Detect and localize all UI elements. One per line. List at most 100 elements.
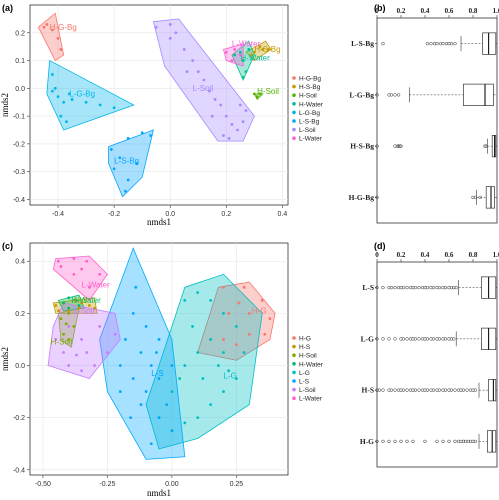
point-L-Soil [213,98,217,101]
outlier-L-G-Bg [396,93,401,97]
outlier-H-S [425,388,430,392]
point-L-Water [56,259,60,263]
point-H-Soil [64,322,68,326]
outlier-L-S [452,285,456,290]
outlier-L-G [417,337,421,341]
point-L-S [118,364,122,367]
group-label-L-S: L-S [151,369,163,378]
point-L-Soil [80,369,83,373]
outlier-L-S [389,285,394,290]
point-H-Water [62,301,65,305]
point-L-Soil [185,70,189,74]
point-L-Soil [174,31,178,35]
legend-label-L-S-Bg: L-S-Bg [299,119,320,126]
outlier-L-G [387,337,391,341]
point-H-G [263,332,267,336]
legend-label-L-Water: L-Water [299,396,323,403]
x-tick-label: 0.4 [278,211,288,218]
point-L-G-Bg [112,106,116,110]
point-L-G-Bg [62,100,66,104]
point-L-S [139,351,143,354]
point-H-G [222,338,225,341]
hull-L-S [99,247,186,460]
point-L-Soil [85,351,89,354]
outlier-L-S [441,285,445,290]
outlier-L-G [447,337,451,341]
outlier-L-S [423,285,427,290]
y-tick-label: 0.2 [15,30,25,37]
outlier-L-G [429,337,433,341]
point-L-G [222,390,225,393]
outlier-L-S [387,285,391,290]
point-H-G-Bg [42,25,46,29]
point-L-G [201,377,205,380]
point-L-Soil [230,123,234,126]
point-L-G [196,351,200,354]
outlier-H-S [461,388,466,392]
outlier-H-S [449,388,454,392]
outlier-H-G [399,439,403,444]
legend-marker-L-G [292,370,296,375]
legend-marker-H-G-Bg [292,76,296,80]
legend-label-L-S: L-S [299,379,310,386]
outlier-L-S [425,285,430,290]
outlier-H-S-Bg [395,144,400,148]
point-H-G [242,285,246,289]
group-label-L-G-Bg: L-G-Bg [69,90,95,99]
point-L-Soil [62,351,65,354]
point-L-Soil [241,120,245,124]
point-H-G-Bg [45,23,49,26]
outlier-L-G [393,337,397,341]
point-L-Soil [67,364,71,367]
category-label-L-G: L-G [361,334,375,343]
point-L-S [157,377,161,380]
legend-marker-L-S-Bg [292,119,296,123]
point-H-Soil [59,317,63,320]
outlier-H-S [413,388,418,392]
legend-label-H-G-Bg: H-G-Bg [299,76,321,83]
point-L-Soil [202,78,206,82]
legend-label-L-Water: L-Water [299,136,323,143]
outlier-H-S [411,388,415,392]
point-L-Soil [236,128,239,132]
y-tick-label: 0.1 [15,58,25,65]
point-L-Soil [54,338,58,341]
point-H-Soil [72,325,76,328]
outlier-L-G [449,337,454,341]
point-H-S [54,304,58,307]
x-tick-label: 0.0 [165,211,175,218]
point-L-S [129,416,133,420]
point-L-Water [72,272,76,276]
point-H-S [67,309,71,313]
outlier-H-G [453,439,457,444]
box-L-G-Bg [463,83,494,106]
group-label-H-Soil: H-Soil [257,87,279,96]
box-H-S [488,379,497,402]
point-L-Soil [80,338,83,341]
y-tick-label: 0.0 [15,363,25,370]
legend-marker-L-Water [292,396,296,401]
point-L-G [183,298,187,302]
point-L-G [209,298,213,302]
point-L-Water [59,265,63,268]
x-tick-label: 1.0 [493,251,499,259]
point-H-Water [77,304,81,307]
box-H-S-Bg [491,135,497,158]
outlier-H-S [417,388,421,392]
point-H-Soil [67,311,71,315]
outlier-L-S [447,285,451,290]
y-tick-label: -0.2 [13,141,25,148]
panel-b: (b) 0 0.2 0.4 0.6 0.8 1.0 L-S-Bg L-G-Bg H-S-Bg H-… [349,3,499,224]
point-L-S-Bg [140,131,144,135]
outlier-L-S [411,285,415,290]
point-H-S-Bg [266,48,270,51]
point-H-Water [238,50,242,54]
legend-label-H-Water: H-Water [299,361,324,368]
outlier-L-S [435,285,439,290]
point-L-G [227,369,231,373]
point-L-Water [224,50,228,54]
point-L-G-Bg [67,92,71,96]
point-L-G-Bg [70,98,74,101]
legend-label-H-G: H-G [299,336,311,343]
